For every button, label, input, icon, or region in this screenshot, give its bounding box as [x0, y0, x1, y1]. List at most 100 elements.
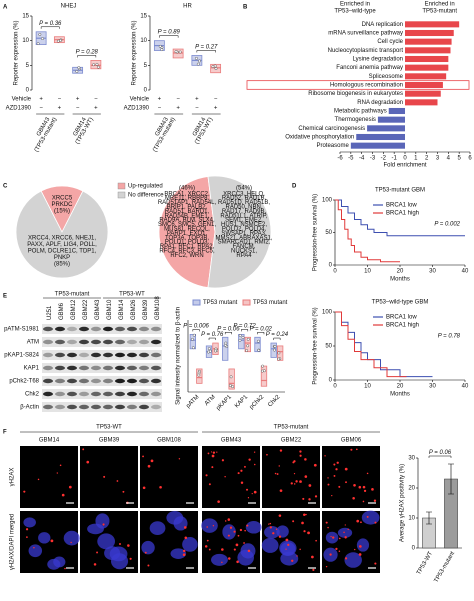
foci: [304, 458, 307, 461]
foci: [347, 528, 349, 531]
dot: [160, 48, 164, 52]
foci: [333, 474, 336, 477]
foci: [299, 454, 302, 457]
row-sign: −: [176, 97, 180, 103]
dot: [246, 337, 250, 341]
foci: [354, 548, 356, 551]
p-value: P = 0.06: [429, 450, 452, 456]
blot-band: [55, 326, 65, 332]
foci: [86, 460, 90, 464]
bracket: [208, 337, 216, 341]
row-label: AZD1390: [124, 106, 150, 112]
p-value: P = 0.28: [76, 49, 99, 55]
dot: [198, 59, 201, 63]
x-tick-label: 20: [397, 269, 404, 275]
foci: [246, 524, 249, 527]
y-tick-label: 15: [140, 14, 147, 20]
foci: [206, 526, 208, 528]
x-tick-label: TP53-mutant: [434, 551, 457, 584]
x-tick-label: -2: [381, 156, 387, 162]
foci: [272, 532, 275, 535]
blot-group: TP53-mutant: [55, 292, 90, 298]
foci: [244, 465, 246, 468]
row-sign: −: [158, 106, 162, 112]
foci: [70, 541, 72, 544]
lane-label: U251: [47, 305, 53, 320]
legend-label: BRCA1 low: [386, 315, 417, 321]
pie-slice: [15, 190, 109, 279]
lane-label: GBM39: [143, 299, 149, 320]
lane-label: GBM6: [59, 302, 65, 320]
blot-band: [151, 339, 161, 345]
dot: [238, 334, 242, 337]
gene-list: BRIP1, PALB2,: [167, 204, 208, 210]
dot: [229, 375, 233, 379]
y-tick-label: 50: [325, 344, 332, 350]
category-label: Fanconi anemia pathway: [336, 65, 403, 71]
box: [222, 336, 229, 361]
p-value: P = 0.36: [39, 21, 62, 27]
blot-band: [67, 365, 77, 371]
panel-label: A: [3, 5, 8, 11]
bracket: [40, 26, 60, 29]
gene-list: RFC4, RFC3, RFC5,: [159, 248, 215, 254]
blot-band: [79, 365, 89, 371]
x-tick-label: 0: [333, 269, 337, 275]
foci: [360, 521, 362, 524]
blot-row-label: ATM: [27, 340, 39, 346]
value-label: (15%): [54, 209, 70, 215]
foci: [212, 451, 216, 454]
x-tick-label: -4: [359, 156, 365, 162]
foci: [299, 480, 302, 483]
gene-list: RFC2, WRN: [170, 253, 203, 259]
foci: [374, 562, 377, 565]
foci: [210, 451, 213, 453]
foci: [37, 478, 40, 481]
y-axis-label: Progression-free survival (%): [313, 194, 319, 271]
row-label: γH2AX: [10, 468, 16, 487]
foci: [303, 530, 306, 533]
foci: [182, 553, 186, 557]
foci: [207, 452, 210, 455]
foci: [102, 523, 105, 526]
foci: [227, 518, 231, 521]
foci: [366, 515, 369, 518]
blot-band: [43, 326, 53, 332]
foci: [150, 459, 154, 463]
foci: [274, 472, 277, 475]
group-label: TP53-WT: [96, 425, 122, 431]
blot-band: [55, 378, 65, 384]
legend-label: TP53 mutant: [203, 300, 238, 306]
gene-list: MMS21, ABRAXAS1,: [215, 235, 272, 241]
gene-list: BRCA1, XRCC2,: [164, 191, 210, 197]
sample-label: GBM43: [221, 438, 242, 444]
nucleus: [182, 537, 198, 552]
blot-band: [91, 365, 101, 371]
y-tick-label: 5: [26, 63, 30, 69]
foci: [331, 495, 333, 497]
blot-band: [43, 378, 53, 384]
pie-slice: [207, 175, 272, 289]
nucleus: [276, 525, 289, 538]
header: TP53–wild-type: [334, 9, 376, 15]
foci: [59, 464, 62, 467]
legend-label: BRCA1 high: [386, 323, 419, 329]
foci: [362, 500, 365, 503]
dot: [238, 338, 242, 342]
foci: [240, 481, 244, 485]
blot-band: [91, 352, 101, 358]
x-tick-label: 20: [397, 384, 404, 390]
bar: [367, 125, 405, 132]
foci: [224, 520, 227, 522]
nucleus: [361, 510, 380, 525]
micrograph: [262, 446, 320, 508]
foci: [293, 483, 296, 485]
x-tick-label: 10: [364, 269, 371, 275]
foci: [221, 561, 223, 564]
category-label: RNA degradation: [357, 100, 403, 106]
legend-swatch: [117, 191, 126, 199]
foci: [103, 475, 106, 478]
x-tick-label: -6: [337, 156, 343, 162]
gene-list: RAD50, NBN,: [225, 204, 262, 210]
